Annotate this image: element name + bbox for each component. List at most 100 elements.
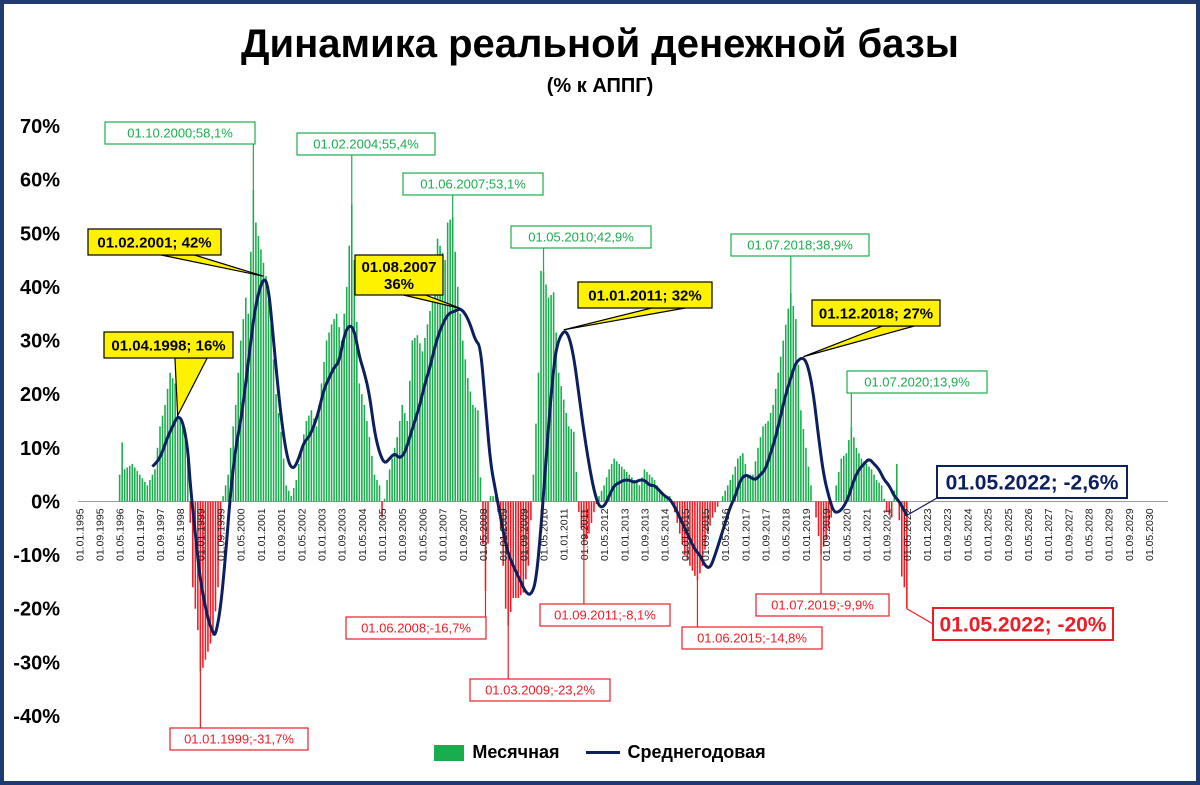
y-tick-label: -10%	[13, 545, 60, 567]
monthly-bar	[598, 496, 600, 502]
monthly-bar	[303, 434, 305, 502]
monthly-bar	[706, 501, 709, 534]
monthly-bar	[328, 332, 330, 502]
monthly-bar	[123, 469, 126, 502]
monthly-bar	[762, 426, 764, 502]
x-tick-label: 01.09.1997	[155, 508, 167, 561]
x-tick-label: 01.05.2004	[357, 508, 369, 561]
x-tick-label: 01.01.2001	[256, 508, 268, 561]
monthly-bar	[270, 324, 272, 502]
monthly-bar	[575, 471, 578, 502]
monthly-bar	[689, 501, 691, 566]
monthly-bar	[608, 469, 610, 502]
monthly-bar	[691, 501, 694, 571]
monthly-bar	[792, 305, 795, 502]
monthly-bar	[557, 372, 560, 502]
annual-average-line	[151, 278, 909, 636]
monthly-bar	[368, 437, 371, 502]
monthly-bar	[883, 498, 885, 502]
monthly-bar	[835, 485, 837, 502]
monthly-bar	[310, 410, 313, 502]
callout-box	[846, 370, 988, 394]
monthly-bar	[779, 356, 782, 502]
monthly-bar	[257, 235, 260, 502]
monthly-bar	[217, 501, 219, 588]
monthly-bar	[737, 458, 739, 502]
monthly-bar	[358, 383, 361, 502]
x-tick-label: 01.01.1997	[135, 508, 147, 561]
monthly-bar	[446, 222, 449, 502]
monthly-bar	[777, 372, 779, 502]
monthly-bar	[340, 340, 343, 502]
callout-text: 01.07.2019;-9,9%	[771, 598, 874, 613]
monthly-bar	[729, 480, 732, 502]
callout-box	[354, 254, 444, 296]
callout-box	[932, 607, 1114, 641]
callout-text: 01.09.2011;-8,1%	[554, 608, 656, 623]
monthly-bar	[212, 501, 214, 636]
monthly-bar	[633, 480, 636, 502]
x-tick-label: 01.09.2021	[882, 508, 894, 561]
monthly-bar	[832, 501, 835, 502]
callout-leader-line	[906, 608, 934, 625]
x-tick-label: 01.01.1999	[195, 508, 207, 561]
monthly-bar	[118, 474, 121, 502]
monthly-bar	[817, 501, 820, 537]
monthly-bar	[858, 453, 860, 502]
callout-box	[169, 727, 309, 751]
x-tick-label: 01.05.2006	[417, 508, 429, 561]
monthly-bar	[875, 480, 878, 502]
monthly-bar	[805, 447, 807, 502]
monthly-bar	[784, 324, 787, 502]
monthly-bar	[313, 418, 315, 502]
monthly-bar	[164, 404, 166, 502]
monthly-bar	[815, 501, 817, 518]
monthly-bar	[426, 324, 429, 502]
monthly-bar	[424, 337, 426, 502]
callout-box	[730, 233, 870, 257]
monthly-bar	[537, 372, 540, 502]
monthly-bar	[391, 458, 393, 502]
monthly-bar	[583, 501, 585, 545]
y-tick-label: 20%	[20, 384, 60, 406]
monthly-bar	[250, 251, 252, 502]
monthly-bar	[464, 359, 467, 502]
callout-box	[811, 299, 941, 327]
monthly-bar	[759, 437, 762, 502]
callout-box	[87, 228, 222, 256]
monthly-bar	[398, 421, 401, 502]
monthly-bar	[456, 286, 459, 502]
monthly-bar	[305, 421, 308, 502]
monthly-bar	[837, 471, 840, 502]
monthly-bar	[888, 501, 890, 515]
monthly-bar	[292, 488, 295, 502]
monthly-bar	[880, 485, 883, 502]
legend-item-monthly: Месячная	[434, 742, 560, 763]
monthly-bar	[144, 481, 146, 502]
monthly-bar	[156, 447, 159, 502]
monthly-bar	[290, 496, 292, 502]
monthly-bar	[542, 271, 545, 502]
monthly-bar	[641, 477, 643, 502]
monthly-bar	[520, 501, 522, 596]
y-tick-label: 0%	[31, 491, 60, 513]
monthly-bar	[651, 477, 653, 502]
monthly-bar	[615, 461, 618, 502]
x-tick-label: 01.05.2002	[296, 508, 308, 561]
monthly-bar	[865, 463, 868, 502]
x-tick-label: 01.09.2001	[276, 508, 288, 561]
monthly-bar	[176, 415, 179, 502]
monthly-bar	[333, 319, 335, 502]
monthly-bar	[451, 216, 454, 502]
legend-swatch-annual	[585, 751, 620, 754]
x-tick-label: 01.09.2009	[518, 508, 530, 561]
monthly-bar	[906, 501, 908, 609]
monthly-bar	[247, 313, 250, 502]
monthly-bar	[873, 474, 875, 502]
callout-box	[936, 465, 1128, 499]
monthly-bar	[638, 485, 641, 502]
monthly-bar	[749, 474, 752, 502]
callout-box	[469, 678, 611, 702]
monthly-bar	[623, 469, 626, 502]
monthly-bar	[149, 480, 151, 502]
